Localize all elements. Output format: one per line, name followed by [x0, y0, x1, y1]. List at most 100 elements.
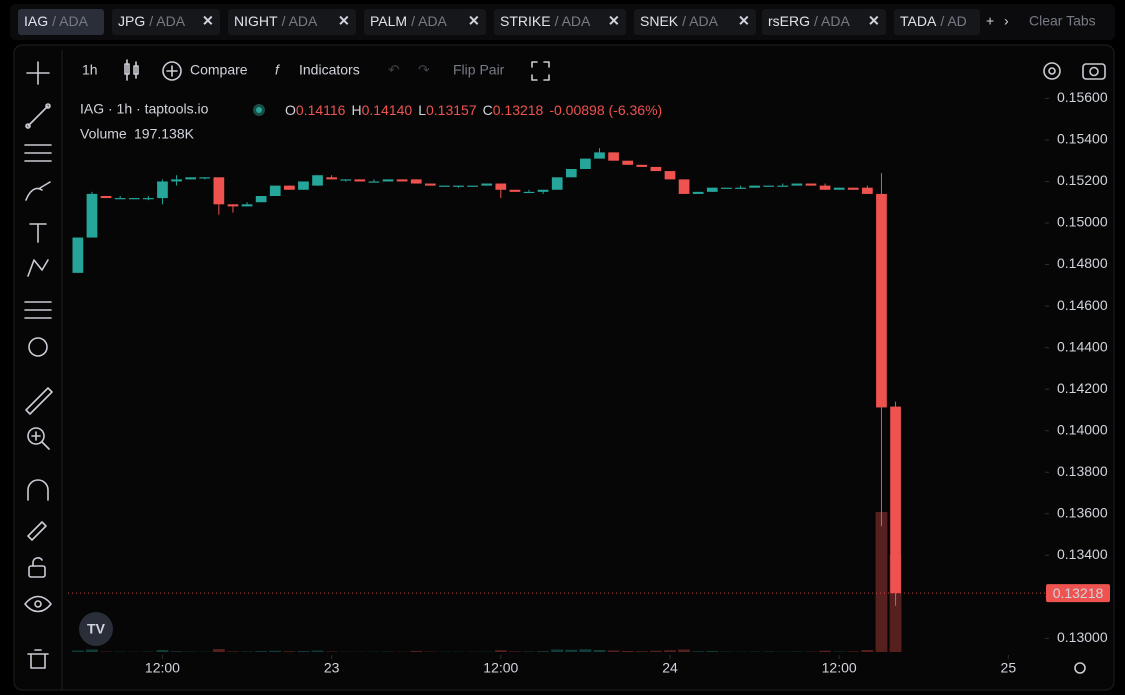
tab-symbol: IAG: [24, 13, 48, 29]
tab-close[interactable]: ✕: [468, 13, 480, 29]
interval[interactable]: 1h: [82, 62, 98, 78]
candle-body: [269, 185, 281, 196]
clear-tabs[interactable]: Clear Tabs: [1029, 13, 1096, 29]
tab[interactable]: [228, 9, 356, 35]
settings-icon[interactable]: [1043, 62, 1061, 80]
volume-bar: [579, 649, 592, 652]
candle-body: [523, 191, 535, 194]
candle-body: [100, 196, 112, 199]
tab[interactable]: [18, 9, 104, 35]
undo[interactable]: ↶: [388, 62, 400, 78]
compare-icon[interactable]: [162, 61, 182, 81]
candle-body: [551, 177, 563, 190]
tab-label[interactable]: TADA / AD: [900, 13, 967, 29]
legend-close: 0.13218: [493, 102, 544, 118]
candle-body: [537, 189, 549, 192]
candle-body: [735, 187, 746, 189]
tab-label[interactable]: PALM / ADA: [370, 13, 448, 29]
camera-icon[interactable]: [1082, 63, 1106, 80]
tab-close[interactable]: ✕: [608, 13, 620, 29]
candle-body: [368, 181, 380, 183]
drawing-tools[interactable]: [24, 61, 53, 669]
redo[interactable]: ↷: [418, 62, 430, 78]
volume-bar: [227, 651, 239, 652]
indicators-icon[interactable]: f: [275, 62, 281, 78]
candle-body: [678, 179, 690, 194]
candle-body: [157, 181, 168, 199]
y-tick-label: 0.14200: [1057, 380, 1108, 396]
candle-body: [340, 179, 352, 181]
tab-label[interactable]: IAG / ADA: [24, 13, 89, 29]
volume-bar: [494, 650, 507, 652]
tabs-scroll[interactable]: ›: [1004, 13, 1009, 29]
volume-bar: [283, 651, 296, 652]
volume-bar: [692, 651, 705, 652]
tab-label[interactable]: STRIKE / ADA: [500, 13, 591, 29]
tab[interactable]: [494, 9, 626, 35]
candle-body: [847, 187, 859, 190]
tab[interactable]: [112, 9, 220, 35]
tab[interactable]: [762, 9, 886, 35]
tab-quote: / ADA: [52, 13, 88, 29]
volume-value: 197.138K: [134, 126, 195, 142]
candle-icon[interactable]: [124, 59, 139, 81]
tab[interactable]: [634, 9, 756, 35]
chart-frame: [13, 44, 1115, 691]
last-price-tag: [1046, 584, 1110, 603]
tab-quote: / ADA: [814, 13, 850, 29]
candle-body: [396, 179, 408, 182]
tab-close[interactable]: ✕: [868, 13, 880, 29]
volume-bar: [635, 651, 648, 652]
compare[interactable]: Compare: [190, 62, 248, 78]
tab[interactable]: [894, 9, 980, 35]
tab-close[interactable]: ✕: [202, 13, 214, 29]
tab-label[interactable]: SNEK / ADA: [640, 13, 719, 29]
volume-bar: [170, 651, 183, 652]
tab-quote: / ADA: [282, 13, 318, 29]
tab-close[interactable]: ✕: [338, 13, 350, 29]
candle-body: [439, 185, 450, 187]
tab-label[interactable]: JPG / ADA: [118, 13, 186, 29]
volume-bar: [861, 650, 874, 652]
legend-l: L: [418, 102, 426, 118]
volume-bar: [71, 650, 84, 652]
indicators[interactable]: Indicators: [299, 62, 360, 78]
x-tick-label: 23: [324, 660, 340, 676]
y-tick-label: 0.13600: [1057, 504, 1108, 520]
volume-bar: [664, 650, 676, 652]
tv-logo-text: TV: [87, 621, 106, 637]
candle-body: [241, 204, 253, 207]
legend-ohlc: O0.14116 H0.14140 L0.13157 C0.13218 -0.00898…: [285, 102, 662, 118]
x-tick-label: 12:00: [483, 660, 518, 676]
last-price-label: 0.13218: [1053, 585, 1104, 601]
candle-body: [255, 196, 267, 203]
volume-bar: [875, 512, 888, 652]
time-settings[interactable]: [1074, 662, 1086, 674]
tab-close[interactable]: ✕: [738, 13, 750, 29]
fullscreen-icon[interactable]: [531, 61, 550, 81]
tab-label[interactable]: rsERG / ADA: [768, 13, 850, 29]
legend-c: C: [483, 102, 493, 118]
candle-body: [326, 177, 337, 180]
candle-body: [227, 204, 239, 207]
volume-bar: [847, 651, 860, 652]
legend-o: O: [285, 102, 296, 118]
tv-logo: [79, 612, 113, 646]
candle-body: [622, 160, 634, 165]
candle-body: [763, 185, 775, 187]
y-tick-label: 0.13800: [1057, 463, 1108, 479]
y-tick-label: 0.14600: [1057, 297, 1108, 313]
candle-body: [819, 185, 831, 190]
tab-symbol: SNEK: [640, 13, 679, 29]
volume-bar: [649, 650, 662, 652]
flip-pair[interactable]: Flip Pair: [453, 62, 505, 78]
tab-label[interactable]: NIGHT / ADA: [234, 13, 318, 29]
volume-bar: [621, 651, 634, 652]
volume-bar: [565, 649, 578, 652]
tab-symbol: NIGHT: [234, 13, 278, 29]
add-tab[interactable]: +: [986, 13, 994, 29]
candle-body: [805, 183, 817, 186]
candle-body: [382, 179, 394, 182]
tab[interactable]: [364, 9, 486, 35]
candle-body: [481, 183, 493, 186]
